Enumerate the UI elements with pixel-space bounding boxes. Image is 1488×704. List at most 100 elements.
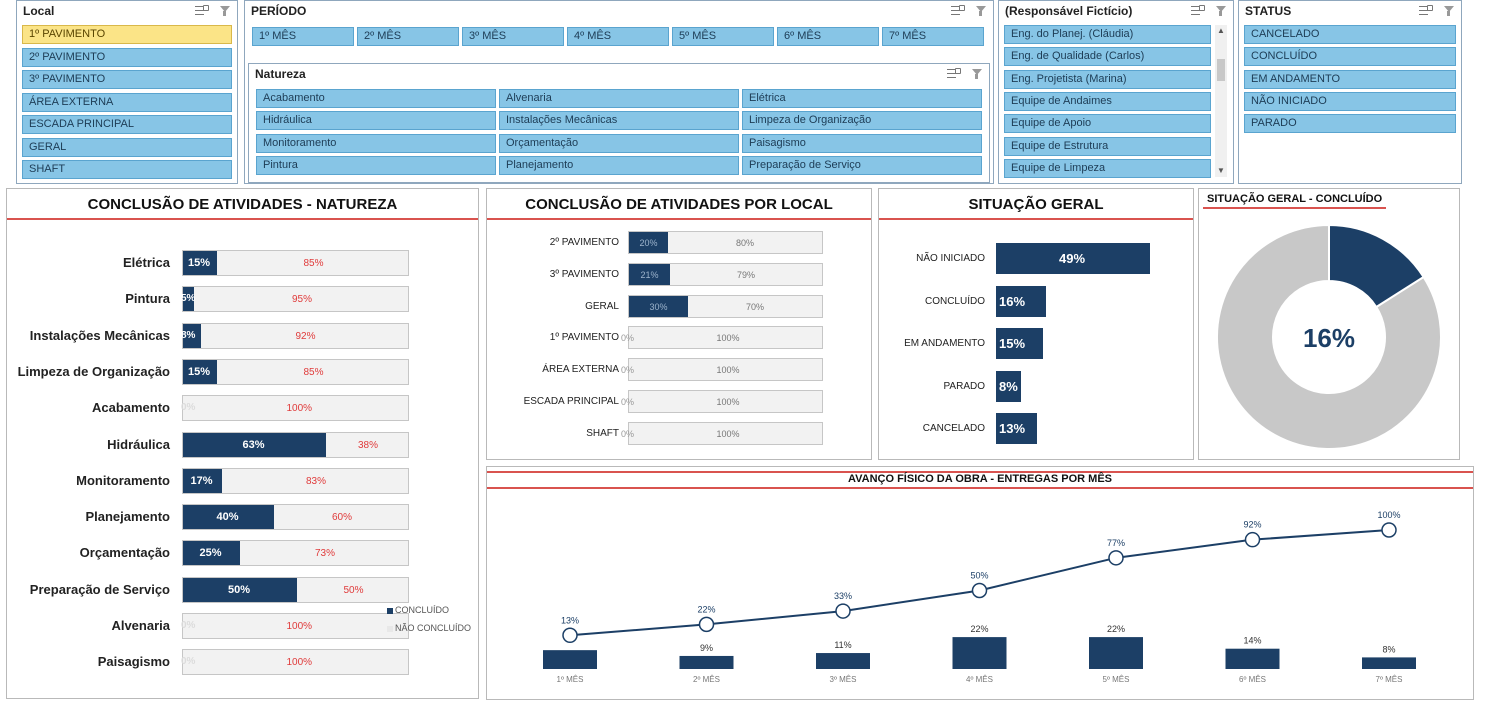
- natureza-bar-done-pct: 15%: [188, 257, 211, 269]
- slicer-item[interactable]: Instalações Mecânicas: [499, 111, 739, 131]
- slicer-item[interactable]: 1º MÊS: [252, 27, 354, 46]
- local-bar-label: 1º PAVIMENTO: [549, 332, 619, 344]
- multi-select-icon[interactable]: [1419, 5, 1433, 17]
- local-slicer: Local 1º PAVIMENTO 2º PAVIMENTO 3º PAVIMEN…: [16, 0, 238, 184]
- natureza-bar-track: 0% 100%: [181, 613, 409, 639]
- slicer-item[interactable]: 4º MÊS: [567, 27, 669, 46]
- slicer-item[interactable]: Eng. Projetista (Marina): [1004, 69, 1211, 89]
- local-bar-track: 0% 100%: [621, 390, 823, 413]
- multi-select-icon[interactable]: [1191, 5, 1205, 17]
- slicer-item[interactable]: Pintura: [256, 155, 496, 175]
- clear-filter-icon[interactable]: [1215, 5, 1229, 17]
- situacao-bar: 8%: [996, 370, 1021, 402]
- x-tick-label: 4º MÊS: [966, 675, 993, 684]
- donut-center-text: 16%: [1303, 323, 1355, 353]
- slicer-item[interactable]: Equipe de Limpeza: [1004, 158, 1211, 178]
- slicer-item[interactable]: Alvenaria: [499, 89, 739, 108]
- natureza-bar-rest-pct: 85%: [303, 258, 324, 269]
- month-delivery-bar: [543, 650, 597, 669]
- slicer-item[interactable]: GERAL: [22, 137, 232, 157]
- slicer-item[interactable]: Limpeza de Organização: [742, 111, 982, 131]
- slicer-item[interactable]: 7º MÊS: [882, 27, 984, 46]
- slicer-item[interactable]: Planejamento: [499, 155, 739, 175]
- slicer-item[interactable]: Eng. do Planej. (Cláudia): [1004, 25, 1211, 44]
- natureza-slicer: Natureza Acabamento Alvenaria Elétrica Hidr…: [248, 63, 990, 183]
- cumulative-progress-point: [562, 627, 578, 644]
- multi-select-icon[interactable]: [951, 5, 965, 17]
- natureza-bar-track: 15% 85%: [182, 250, 409, 276]
- donut-slice-done: [1328, 223, 1425, 309]
- slicer-item[interactable]: ESCADA PRINCIPAL: [22, 115, 232, 134]
- clear-filter-icon[interactable]: [1443, 5, 1457, 17]
- natureza-bar-done-pct: 5%: [181, 293, 196, 305]
- month-delivery-bar: [1362, 657, 1416, 669]
- natureza-bar-done: [183, 359, 217, 384]
- slicer-item[interactable]: NÃO INICIADO: [1244, 91, 1456, 111]
- slicer-item[interactable]: CONCLUÍDO: [1244, 47, 1456, 67]
- x-tick-label: 1º MÊS: [557, 675, 584, 684]
- clear-filter-icon[interactable]: [971, 68, 985, 80]
- scroll-thumb[interactable]: [1217, 59, 1225, 81]
- slicer-item[interactable]: Elétrica: [742, 89, 982, 108]
- situacao-bar-label: NÃO INICIADO: [916, 253, 985, 264]
- month-delivery-label: 11%: [834, 640, 851, 650]
- slicer-item[interactable]: Acabamento: [256, 89, 496, 108]
- multi-select-icon[interactable]: [947, 68, 961, 80]
- natureza-bar-label: Pintura: [125, 291, 170, 307]
- scroll-down-arrow-icon[interactable]: ▼: [1217, 166, 1225, 175]
- cumulative-progress-label: 13%: [561, 615, 579, 625]
- local-bar-done-pct: 0%: [621, 365, 635, 376]
- slicer-item[interactable]: 3º PAVIMENTO: [22, 70, 232, 89]
- slicer-item[interactable]: ÁREA EXTERNA: [22, 92, 232, 112]
- clear-filter-icon[interactable]: [975, 5, 989, 17]
- natureza-bar-label: Planejamento: [85, 509, 170, 525]
- slicer-item[interactable]: EM ANDAMENTO: [1244, 69, 1456, 89]
- legend-not-done-label: NÃO CONCLUÍDO: [395, 623, 472, 633]
- natureza-bar-rest-pct: 38%: [358, 439, 379, 451]
- clear-filter-icon[interactable]: [219, 5, 233, 17]
- slicer-item[interactable]: 6º MÊS: [777, 27, 879, 46]
- local-chart-title: CONCLUSÃO DE ATIVIDADES POR LOCAL: [487, 189, 871, 220]
- slicer-item[interactable]: Monitoramento: [256, 133, 496, 153]
- slicer-item[interactable]: PARADO: [1244, 114, 1456, 134]
- slicer-item[interactable]: Equipe de Andaimes: [1004, 91, 1211, 111]
- scroll-up-arrow-icon[interactable]: ▲: [1217, 26, 1225, 35]
- slicer-item[interactable]: Paisagismo: [742, 133, 982, 153]
- natureza-bar-row: Instalações Mecânicas 8% 92%: [7, 322, 477, 349]
- natureza-bar-label: Monitoramento: [76, 472, 170, 488]
- local-bar-row: 2º PAVIMENTO 20% 80%: [487, 231, 871, 254]
- local-bar-track: 0% 100%: [621, 358, 823, 382]
- avanco-chart-panel: AVANÇO FÍSICO DA OBRA - ENTREGAS POR MÊS…: [486, 466, 1474, 700]
- multi-select-icon[interactable]: [195, 5, 209, 17]
- situacao-bar: 13%: [996, 413, 1037, 444]
- cumulative-progress-point: [1244, 531, 1261, 548]
- situacao-bar-row: CONCLUÍDO 16%: [879, 285, 1193, 317]
- natureza-bar-rest-pct: 50%: [343, 584, 364, 596]
- slicer-item[interactable]: 2º PAVIMENTO: [22, 47, 232, 67]
- periodo-slicer: PERÍODO 1º MÊS 2º MÊS 3º MÊS 4º MÊS 5º MÊS 6º…: [244, 0, 994, 184]
- natureza-bar-label: Preparação de Serviço: [29, 581, 170, 597]
- local-bar-track: 30% 70%: [628, 294, 823, 318]
- slicer-item[interactable]: Preparação de Serviço: [742, 155, 982, 175]
- slicer-item[interactable]: Orçamentação: [499, 133, 739, 153]
- local-bar-done-pct: 21%: [640, 269, 659, 280]
- slicer-item[interactable]: 5º MÊS: [672, 27, 774, 46]
- slicer-item[interactable]: Hidráulica: [256, 111, 496, 131]
- donut-title: SITUAÇÃO GERAL - CONCLUÍDO: [1203, 193, 1387, 209]
- situacao-bar-row: NÃO INICIADO 49%: [879, 243, 1193, 274]
- slicer-item[interactable]: 3º MÊS: [462, 27, 564, 46]
- x-tick-label: 3º MÊS: [830, 675, 857, 684]
- slicer-item[interactable]: Eng. de Qualidade (Carlos): [1004, 47, 1211, 67]
- natureza-bar-row: Pintura 5% 95%: [7, 286, 477, 313]
- slicer-item[interactable]: 2º MÊS: [357, 27, 459, 46]
- slicer-item[interactable]: Equipe de Estrutura: [1004, 136, 1211, 156]
- local-bar-track: 0% 100%: [621, 421, 823, 445]
- local-slicer-title: Local: [23, 4, 55, 18]
- natureza-bar-row: Planejamento 40% 60%: [7, 504, 477, 531]
- slicer-item[interactable]: 1º PAVIMENTO: [22, 25, 232, 44]
- natureza-bar-label: Hidráulica: [107, 436, 170, 452]
- slicer-item[interactable]: SHAFT: [22, 160, 232, 179]
- slicer-item[interactable]: CANCELADO: [1244, 25, 1456, 44]
- responsavel-scrollbar[interactable]: ▲ ▼: [1215, 25, 1227, 177]
- slicer-item[interactable]: Equipe de Apoio: [1004, 114, 1211, 134]
